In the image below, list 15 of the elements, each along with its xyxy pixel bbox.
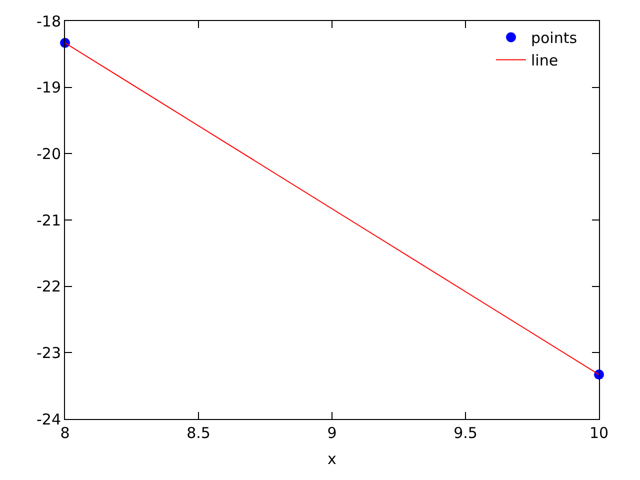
x-axis-title: x <box>328 450 337 468</box>
y-tick-label: -21 <box>36 211 61 230</box>
x-tick-label: 9.5 <box>454 424 478 442</box>
y-tick-label: -24 <box>36 410 61 428</box>
legend-label: line <box>530 52 558 70</box>
y-tick-label: -22 <box>36 278 61 296</box>
legend-label: points <box>530 29 578 48</box>
x-tick-label: 9 <box>327 424 337 442</box>
x-tick-label: 8 <box>60 424 70 442</box>
y-tick-label: -18 <box>36 12 61 30</box>
x-tick-label: 8.5 <box>186 424 210 442</box>
y-tick-label: -19 <box>36 78 61 97</box>
x-tick-label: 10 <box>589 424 609 442</box>
y-tick-label: -23 <box>36 344 61 362</box>
y-tick-label: -20 <box>36 144 61 163</box>
